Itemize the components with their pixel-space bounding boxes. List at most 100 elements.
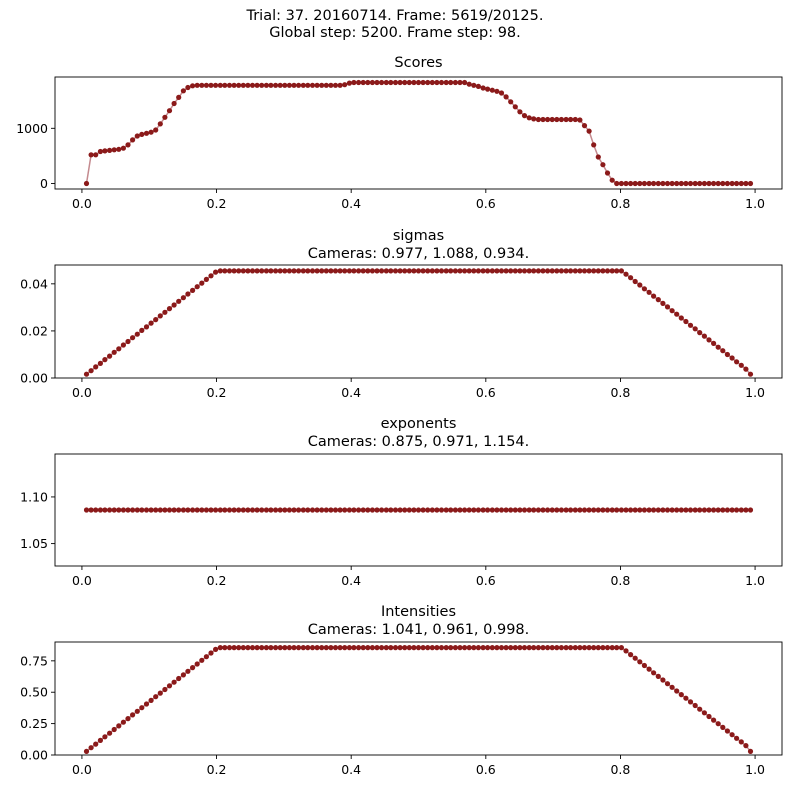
data-point [586, 645, 592, 651]
data-point [346, 507, 352, 513]
series-line [85, 81, 751, 185]
data-point [245, 82, 251, 88]
data-point [494, 88, 500, 94]
data-point [711, 180, 717, 187]
data-point [498, 90, 505, 96]
data-point [180, 672, 186, 678]
data-point [462, 645, 468, 651]
data-point [208, 507, 214, 513]
data-point [107, 507, 113, 513]
data-point [194, 82, 200, 88]
data-point [153, 507, 159, 513]
data-point [692, 180, 698, 187]
data-point [296, 507, 302, 513]
figure-suptitle-line-2: Global step: 5200. Frame step: 98. [269, 25, 521, 41]
data-point [531, 116, 537, 122]
data-point [581, 123, 588, 129]
data-point [743, 743, 749, 749]
data-point [494, 645, 500, 651]
data-point [729, 355, 735, 361]
axes-frame [54, 264, 783, 379]
data-point [655, 673, 661, 680]
data-point [222, 507, 228, 513]
data-point [328, 82, 334, 88]
data-point [600, 645, 606, 651]
data-point [282, 82, 288, 88]
data-point [508, 99, 514, 105]
data-point [678, 507, 684, 513]
data-point [332, 507, 339, 513]
data-point [729, 180, 735, 187]
data-point [143, 324, 150, 330]
data-point [263, 82, 269, 88]
x-tick-label: 0.0 [72, 762, 92, 777]
data-point [706, 713, 712, 720]
data-point [517, 109, 523, 115]
data-point [107, 353, 113, 359]
data-point [300, 82, 306, 88]
data-point [503, 507, 509, 513]
data-point [268, 507, 274, 513]
data-point [540, 116, 546, 123]
data-point [194, 507, 200, 513]
data-point [176, 507, 182, 513]
data-point [130, 507, 136, 513]
data-point [480, 268, 486, 274]
data-point [342, 645, 348, 651]
data-point [651, 507, 657, 513]
data-point [273, 507, 279, 513]
series-line [86, 646, 752, 752]
data-point [199, 657, 205, 663]
data-point [162, 309, 168, 315]
data-point [166, 108, 173, 114]
data-point [305, 645, 311, 651]
data-point [604, 170, 611, 176]
data-point [93, 152, 99, 158]
data-point [720, 724, 726, 731]
subplot-subtitle: Cameras: 0.875, 0.971, 1.154. [308, 434, 530, 450]
axes-frame [54, 641, 783, 756]
data-point [637, 659, 643, 665]
data-point [116, 723, 122, 729]
data-point [300, 507, 306, 513]
data-point [600, 268, 606, 274]
data-point [711, 507, 717, 513]
data-point [139, 131, 145, 137]
data-point [217, 82, 223, 88]
data-point [568, 645, 574, 651]
data-point [88, 745, 94, 751]
data-point [549, 507, 555, 513]
data-point [323, 268, 329, 274]
data-point [415, 507, 422, 513]
data-point [623, 648, 629, 654]
data-point [734, 735, 740, 741]
data-point [374, 645, 380, 651]
axes-frame [54, 76, 783, 190]
y-tick-label: 0.75 [20, 653, 48, 668]
data-point [660, 300, 666, 306]
data-point [687, 699, 694, 705]
data-point [83, 180, 90, 187]
data-point [618, 645, 625, 651]
data-point [226, 645, 233, 651]
data-point [314, 645, 320, 651]
data-point [503, 94, 509, 100]
data-point [697, 330, 703, 336]
data-point [715, 721, 721, 727]
data-point [342, 507, 348, 513]
data-point [176, 675, 182, 682]
data-point [337, 645, 343, 651]
data-point [93, 507, 99, 513]
data-point [554, 645, 560, 651]
data-point [397, 507, 403, 513]
data-point [701, 507, 708, 513]
data-point [217, 268, 223, 274]
data-point [365, 79, 371, 86]
data-point [125, 716, 131, 722]
x-tick-label: 0.0 [72, 385, 92, 400]
subplot-title: Scores [394, 55, 442, 71]
data-point [618, 507, 625, 513]
data-point [415, 79, 422, 86]
data-point [411, 645, 417, 651]
